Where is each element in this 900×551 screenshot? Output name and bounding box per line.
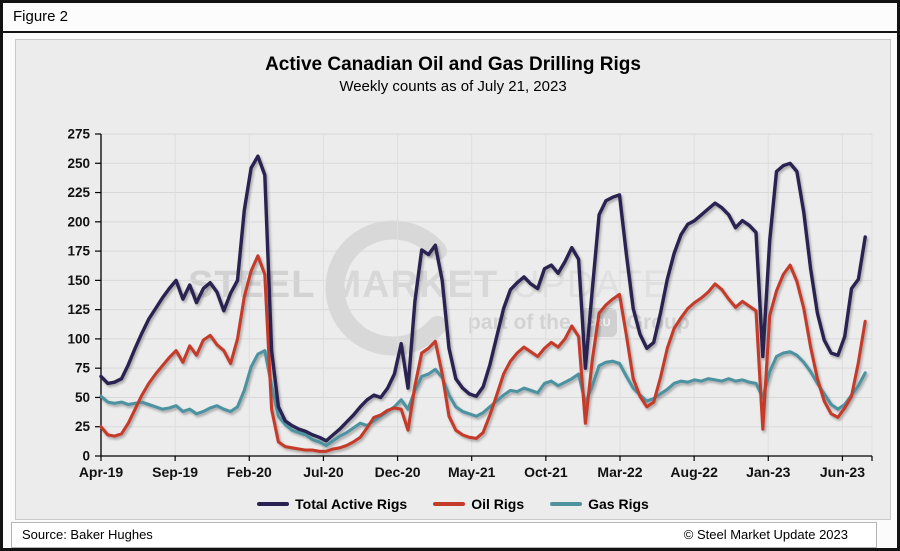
- svg-text:275: 275: [67, 127, 90, 142]
- line-total-active-rigs: [99, 154, 867, 443]
- svg-text:Mar-22: Mar-22: [597, 464, 642, 480]
- y-axis-tick-labels: 0 25 50 75 100 125 150 175 200 225 250 275: [67, 127, 90, 464]
- figure-footer: Source: Baker Hughes © Steel Market Upda…: [11, 522, 877, 548]
- svg-text:125: 125: [67, 302, 90, 317]
- svg-text:175: 175: [67, 244, 90, 259]
- chart-panel: STEEL MARKET UPDATE part of the CRU Group …: [15, 39, 891, 520]
- legend-item-gas-rigs: Gas Rigs: [550, 496, 649, 512]
- line-oil-rigs: [99, 254, 867, 453]
- svg-text:150: 150: [67, 273, 90, 288]
- axes: [95, 133, 873, 461]
- svg-text:Jun-23: Jun-23: [820, 464, 865, 480]
- svg-text:Sep-19: Sep-19: [152, 464, 198, 480]
- svg-text:Jan-23: Jan-23: [746, 464, 791, 480]
- chart-title: Active Canadian Oil and Gas Drilling Rig…: [265, 54, 641, 75]
- legend-swatch-oil-rigs: [433, 502, 466, 506]
- svg-text:225: 225: [67, 185, 90, 200]
- legend-item-total-active-rigs: Total Active Rigs: [257, 496, 407, 512]
- svg-text:50: 50: [75, 390, 90, 405]
- source-credit: Source: Baker Hughes: [22, 527, 153, 542]
- gridlines: [101, 133, 873, 456]
- svg-text:250: 250: [67, 156, 90, 171]
- line-gas-rigs: [99, 349, 867, 448]
- svg-text:0: 0: [82, 449, 90, 464]
- svg-text:Apr-19: Apr-19: [79, 464, 124, 480]
- data-series-lines: [99, 154, 867, 453]
- chart-legend: Total Active Rigs Oil Rigs Gas Rigs: [16, 496, 890, 512]
- svg-text:200: 200: [67, 214, 90, 229]
- legend-item-oil-rigs: Oil Rigs: [433, 496, 524, 512]
- x-axis-tick-labels: Apr-19 Sep-19 Feb-20 Jul-20 Dec-20 May-21 Oct-…: [79, 464, 865, 480]
- svg-text:Dec-20: Dec-20: [375, 464, 421, 480]
- svg-text:Oct-21: Oct-21: [524, 464, 568, 480]
- legend-swatch-gas-rigs: [550, 502, 583, 506]
- figure-header: Figure 2: [3, 3, 897, 33]
- line-chart-plot: 0 25 50 75 100 125 150 175 200 225 250 275 Apr-19 Se…: [67, 127, 873, 480]
- legend-label-total-active-rigs: Total Active Rigs: [295, 496, 408, 512]
- svg-text:Jul-20: Jul-20: [303, 464, 344, 480]
- svg-text:75: 75: [75, 361, 91, 376]
- svg-text:25: 25: [75, 419, 91, 434]
- chart-subtitle: Weekly counts as of July 21, 2023: [339, 77, 567, 95]
- legend-label-gas-rigs: Gas Rigs: [588, 496, 649, 512]
- legend-label-oil-rigs: Oil Rigs: [471, 496, 525, 512]
- svg-text:May-21: May-21: [448, 464, 496, 480]
- figure-label: Figure 2: [13, 8, 69, 25]
- svg-text:Feb-20: Feb-20: [227, 464, 272, 480]
- svg-text:Aug-22: Aug-22: [670, 464, 718, 480]
- copyright-notice: © Steel Market Update 2023: [683, 527, 848, 542]
- svg-text:100: 100: [67, 331, 90, 346]
- legend-swatch-total-active-rigs: [257, 502, 290, 506]
- chart-titles: Active Canadian Oil and Gas Drilling Rig…: [16, 53, 890, 96]
